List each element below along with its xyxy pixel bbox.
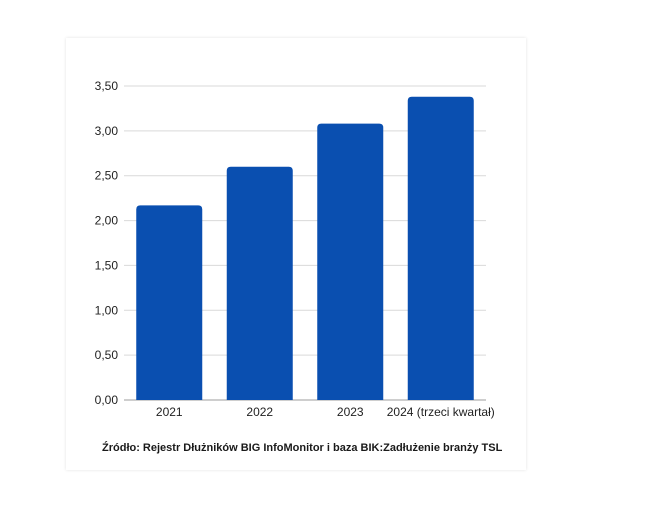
y-tick-label: 3,00 [95, 124, 119, 138]
y-tick-label: 1,00 [95, 303, 119, 317]
y-tick-label: 0,50 [95, 348, 119, 362]
bar [407, 96, 474, 400]
bar [317, 123, 384, 401]
source-note: Źródło: Rejestr Dłużników BIG InfoMonito… [102, 442, 503, 454]
bar [226, 166, 293, 400]
x-tick-label: 2022 [246, 405, 273, 419]
chart-card: 0,00 0,50 1,00 1,50 2,00 2,50 3,00 3,50 2021 2022… [66, 38, 526, 470]
x-tick-label: 2024 (trzeci kwartał) [387, 405, 495, 419]
bar [136, 205, 203, 400]
y-tick-label: 1,50 [95, 258, 119, 272]
x-tick-label: 2023 [337, 405, 364, 419]
y-tick-label: 0,00 [95, 393, 119, 407]
y-tick-label: 2,50 [95, 169, 119, 183]
y-tick-label: 2,00 [95, 214, 119, 228]
bar-chart: 0,00 0,50 1,00 1,50 2,00 2,50 3,00 3,50 2021 2022… [95, 79, 495, 419]
y-tick-label: 3,50 [95, 79, 119, 93]
x-tick-label: 2021 [156, 405, 183, 419]
